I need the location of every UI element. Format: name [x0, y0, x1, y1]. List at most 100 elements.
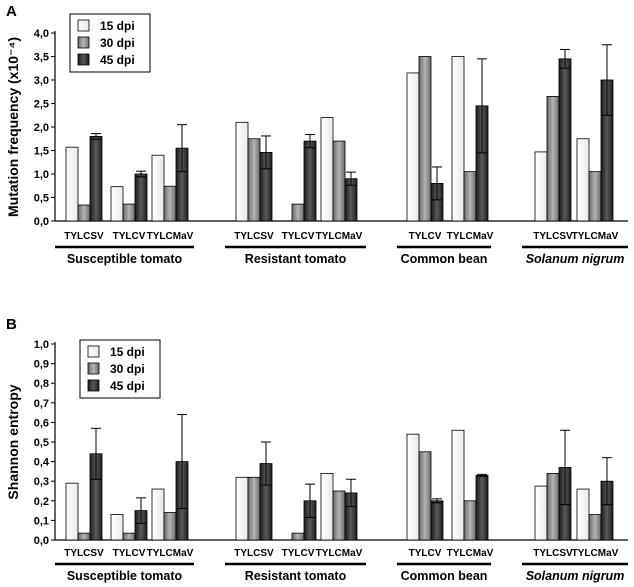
bar-15dpi [151, 488, 165, 541]
legend-swatch-45dpi [77, 53, 90, 66]
bar-30dpi [546, 96, 560, 222]
virus-label: TYLCMaV [447, 231, 494, 242]
bar-45dpi [430, 500, 444, 541]
y-tick-label: 3,0 [34, 75, 49, 87]
virus-label: TYLCSV [64, 548, 104, 559]
bar-30dpi [247, 138, 261, 222]
legend: 15 dpi 30 dpi 45 dpi [69, 13, 151, 73]
bar-30dpi [588, 514, 602, 541]
y-axis-label: Mutation frequency (x10⁻⁴) [5, 37, 21, 217]
panel-b: B Shannon entropy 0,0 0,1 0,2 0,3 0,4 0,5 0,6 0,7… [5, 316, 628, 583]
legend-label: 15 dpi [110, 345, 145, 359]
y-tick-label: 0,1 [34, 515, 49, 527]
bar-15dpi [451, 429, 465, 541]
bar-30dpi [463, 500, 477, 541]
virus-label: TYLCMaV [147, 231, 194, 242]
virus-label: TYLCSV [533, 548, 573, 559]
bar-30dpi [291, 203, 305, 222]
legend-label: 15 dpi [100, 19, 135, 33]
bar-30dpi [122, 203, 136, 222]
bar-30dpi [546, 472, 560, 541]
virus-label: TYLCSV [234, 231, 274, 242]
legend-swatch-30dpi [77, 36, 90, 49]
y-tick-label: 0,2 [34, 496, 49, 508]
panel-letter: B [6, 316, 17, 333]
bar-15dpi [406, 72, 420, 222]
group-label: Susceptible tomato [67, 569, 183, 583]
group-label: Common bean [401, 569, 488, 583]
virus-label: TYLCMaV [147, 548, 194, 559]
bar-30dpi [291, 532, 305, 541]
bar-15dpi [320, 117, 334, 222]
bar-30dpi [163, 512, 177, 541]
legend-swatch-15dpi [87, 345, 100, 358]
group-label: Common bean [401, 252, 488, 266]
bar-30dpi [163, 185, 177, 222]
y-tick-label: 0,8 [34, 378, 49, 390]
y-tick-label: 2,0 [34, 122, 49, 134]
bar-15dpi [320, 472, 334, 541]
bar-30dpi [418, 451, 432, 541]
group-label: Solanum nigrum [526, 252, 625, 266]
group-label: Resistant tomato [245, 569, 347, 583]
bar-30dpi [77, 204, 91, 222]
bar-30dpi [332, 140, 346, 222]
panel-letter: A [6, 3, 17, 20]
bar-30dpi [77, 532, 91, 541]
legend-label: 45 dpi [110, 379, 145, 393]
virus-label: TYLCV [282, 548, 315, 559]
bar-30dpi [332, 490, 346, 541]
y-tick-label: 0,0 [34, 216, 49, 228]
y-tick-label: 4,0 [34, 28, 49, 40]
virus-label: TYLCV [113, 231, 146, 242]
bar-15dpi [235, 121, 249, 222]
legend-label: 30 dpi [110, 362, 145, 376]
y-tick-label: 3,5 [34, 52, 49, 64]
bar-15dpi [534, 485, 548, 541]
y-tick-label: 1,0 [34, 169, 49, 181]
virus-label: TYLCV [409, 231, 442, 242]
bar-15dpi [451, 56, 465, 222]
bar-15dpi [151, 154, 165, 222]
bar-30dpi [122, 532, 136, 541]
y-tick-label: 0,5 [34, 193, 49, 205]
bar-45dpi [475, 474, 489, 541]
legend: 15 dpi 30 dpi 45 dpi [79, 339, 161, 399]
group-label: Solanum nigrum [526, 569, 625, 583]
virus-label: TYLCV [282, 231, 315, 242]
bar-15dpi [235, 476, 249, 541]
bar-15dpi [110, 186, 124, 222]
y-tick-label: 0,6 [34, 417, 49, 429]
bar-45dpi [134, 173, 148, 222]
group-label: Resistant tomato [245, 252, 347, 266]
bar-15dpi [65, 146, 79, 222]
y-tick-label: 0,5 [34, 437, 49, 449]
y-tick-label: 0,7 [34, 398, 49, 410]
bar-15dpi [534, 151, 548, 222]
y-tick-label: 2,5 [34, 99, 49, 111]
virus-label: TYLCMaV [316, 231, 363, 242]
y-tick-label: 0,9 [34, 359, 49, 371]
bar-30dpi [588, 171, 602, 222]
y-tick-label: 0,4 [34, 457, 50, 469]
bar-15dpi [576, 138, 590, 222]
legend-swatch-15dpi [77, 19, 90, 32]
panel-a: A Mutation frequency (x10⁻⁴) 0,0 0,5 1,0 1,5 2… [5, 3, 628, 266]
y-tick-label: 0,0 [34, 535, 49, 547]
bar-15dpi [576, 488, 590, 541]
virus-label: TYLCSV [234, 548, 274, 559]
bar-15dpi [65, 482, 79, 541]
virus-label: TYLCMaV [447, 548, 494, 559]
y-tick-label: 0,3 [34, 476, 49, 488]
legend-label: 30 dpi [100, 36, 135, 50]
virus-label: TYLCMaV [572, 548, 619, 559]
bar-30dpi [418, 56, 432, 222]
virus-label: TYLCV [113, 548, 146, 559]
y-axis-label: Shannon entropy [5, 384, 21, 499]
legend-swatch-45dpi [87, 379, 100, 392]
bar-30dpi [463, 171, 477, 222]
bar-30dpi [247, 476, 261, 541]
virus-label: TYLCSV [533, 231, 573, 242]
bar-45dpi [89, 135, 103, 222]
virus-label: TYLCMaV [316, 548, 363, 559]
